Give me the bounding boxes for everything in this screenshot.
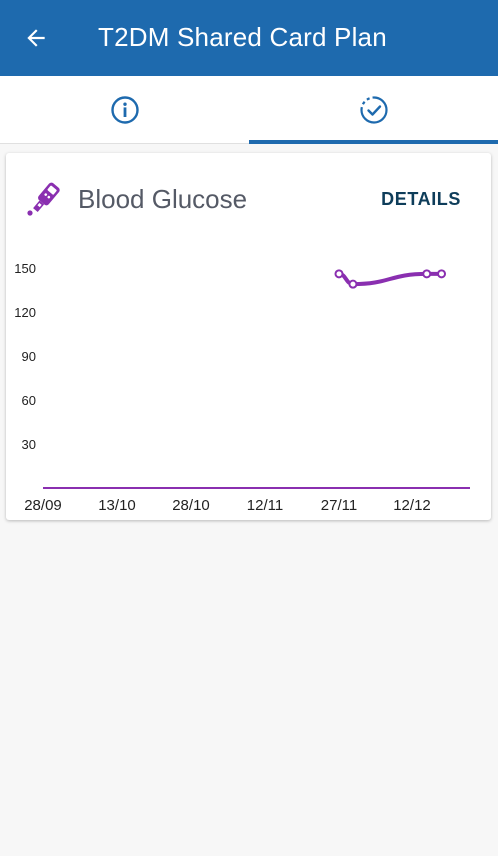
y-tick-label: 30 [22,437,36,452]
card-title: Blood Glucose [78,184,248,214]
data-point[interactable] [348,279,358,289]
y-tick-label: 90 [22,349,36,364]
app-bar: T2DM Shared Card Plan [0,0,498,76]
active-tab-indicator [249,140,498,144]
data-point[interactable] [334,269,344,279]
page-title: T2DM Shared Card Plan [98,22,387,52]
back-button[interactable] [14,16,58,60]
tab-info[interactable] [0,76,249,143]
y-tick-label: 60 [22,393,36,408]
info-circle-icon [110,95,139,124]
x-tick-label: 28/10 [172,497,210,514]
series-line [337,271,444,287]
x-tick-label: 28/09 [24,497,62,514]
check-circle-dashed-icon [359,95,388,124]
tab-checklist[interactable] [249,76,498,143]
data-point[interactable] [422,269,432,279]
x-tick-label: 27/11 [321,497,357,514]
arrow-left-icon [27,29,45,47]
blood-glucose-chart: 150 120 90 60 30 28/09 13/10 28/10 12/11 27/11 12/… [14,261,470,514]
x-tick-label: 12/12 [393,497,431,514]
x-tick-label: 13/10 [98,497,136,514]
glucose-meter-icon [27,182,60,216]
details-button[interactable]: DETAILS [381,189,461,209]
x-tick-label: 12/11 [247,497,283,514]
y-tick-label: 120 [14,305,36,320]
data-point[interactable] [437,269,447,279]
y-tick-label: 150 [14,261,36,276]
tab-bar [0,76,498,144]
blood-glucose-card: Blood Glucose DETAILS 150 120 90 60 30 28/09 1… [6,153,491,520]
